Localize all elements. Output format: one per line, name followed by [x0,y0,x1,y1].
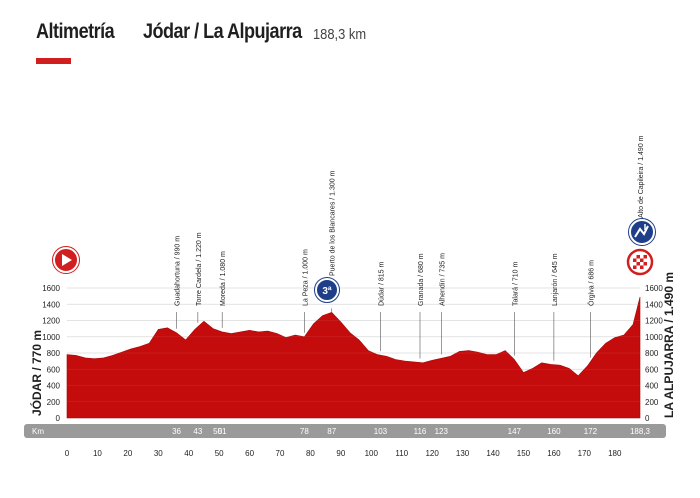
x-tick: 130 [456,449,470,458]
km-strip-value: 36 [172,427,181,436]
x-tick: 10 [93,449,102,458]
km-strip-value: 160 [547,427,561,436]
y-tick-right: 200 [645,398,659,407]
marker-label: Torre Cardela / 1.220 m [196,232,203,306]
y-tick-right: 800 [645,349,659,358]
x-tick: 160 [547,449,561,458]
y-tick-left: 400 [47,382,61,391]
x-tick: 30 [154,449,163,458]
x-tick: 150 [517,449,531,458]
route-distance: 188,3 km [313,26,367,43]
y-tick-left: 1600 [42,284,60,293]
x-tick: 50 [215,449,224,458]
route-title: Jódar / La Alpujarra [143,20,302,43]
point-markers: Guadahortuna / 990 m Torre Cardela / 1.22… [175,135,645,361]
x-tick: 110 [395,449,408,458]
y-tick-left: 600 [47,365,61,374]
y-tick-right: 400 [645,382,659,391]
marker-label: Dúdar / 815 m [378,261,385,306]
accent-bar [36,58,71,64]
x-tick: 60 [245,449,254,458]
marker-label: Moreda / 1.080 m [220,251,227,306]
y-tick-left: 1000 [42,333,60,342]
x-tick: 80 [306,449,315,458]
km-strip-value: 50 [213,427,222,436]
y-tick-left: 0 [56,414,61,423]
x-tick: 70 [276,449,285,458]
x-tick: 180 [608,449,622,458]
summit-finish-icon [628,218,656,246]
x-tick: 170 [578,449,592,458]
y-tick-right: 1000 [645,333,663,342]
marker-label: Granada / 680 m [418,253,425,306]
marker-label: Talará / 710 m [512,261,519,306]
y-tick-left: 1200 [42,317,60,326]
finish-icon [626,248,654,276]
climb-badge-text: 3ª [322,286,332,297]
finish-label: LA ALPUJARRA / 1.490 m [662,272,676,418]
x-tick: 120 [425,449,439,458]
km-strip-value: 147 [508,427,522,436]
marker-label: La Peza / 1.000 m [302,249,309,306]
x-tick: 40 [184,449,193,458]
km-strip-value: 78 [300,427,309,436]
km-strip-value: 116 [414,427,427,436]
profile-area [66,296,641,419]
y-tick-right: 0 [645,414,650,423]
marker-label: Alhendín / 735 m [439,253,446,306]
km-strip-value: 51 [218,427,227,436]
y-tick-left: 200 [47,398,61,407]
x-tick: 20 [123,449,132,458]
marker-label: Alto de Capileira / 1.490 m [638,135,645,218]
km-strip-bar [24,424,666,438]
km-strip-value: 172 [584,427,598,436]
x-tick: 90 [336,449,345,458]
marker-label: Puerto de los Blancares / 1.300 m [330,170,337,276]
start-label: JÓDAR / 770 m [29,330,44,416]
y-axis-right: 0 200 400 600 800 1000 1200 1400 1600 [645,284,663,423]
y-axis-left: 0 200 400 600 800 1000 1200 1400 1600 [42,284,60,423]
km-strip-value: 123 [435,427,449,436]
marker-label: Guadahortuna / 990 m [175,236,182,306]
y-tick-left: 800 [47,349,61,358]
x-tick: 0 [65,449,70,458]
y-tick-right: 1600 [645,284,663,293]
km-strip-value: 43 [193,427,202,436]
start-icon [52,246,80,274]
km-strip-value: 87 [327,427,336,436]
climb-category-badge: 3ª [314,277,340,303]
km-strip-value: 103 [374,427,388,436]
header: Altimetría Jódar / La Alpujarra 188,3 km [36,20,366,44]
x-tick: 100 [365,449,379,458]
marker-label: Lanjarón / 645 m [552,253,559,306]
marker-label: Órgiva / 686 m [586,260,595,306]
km-strip-value: 188,3 [630,427,651,436]
section-title: Altimetría [36,20,115,43]
y-tick-right: 1400 [645,300,663,309]
x-tick: 140 [486,449,500,458]
y-tick-left: 1400 [42,300,60,309]
y-tick-right: 1200 [645,317,663,326]
x-axis: 0 10 20 30 40 50 60 70 80 90 100 110 120 130 140 150 160… [65,449,622,458]
profile-area-layer [66,287,641,419]
y-tick-right: 600 [645,365,659,374]
km-strip-label: Km [32,427,44,436]
